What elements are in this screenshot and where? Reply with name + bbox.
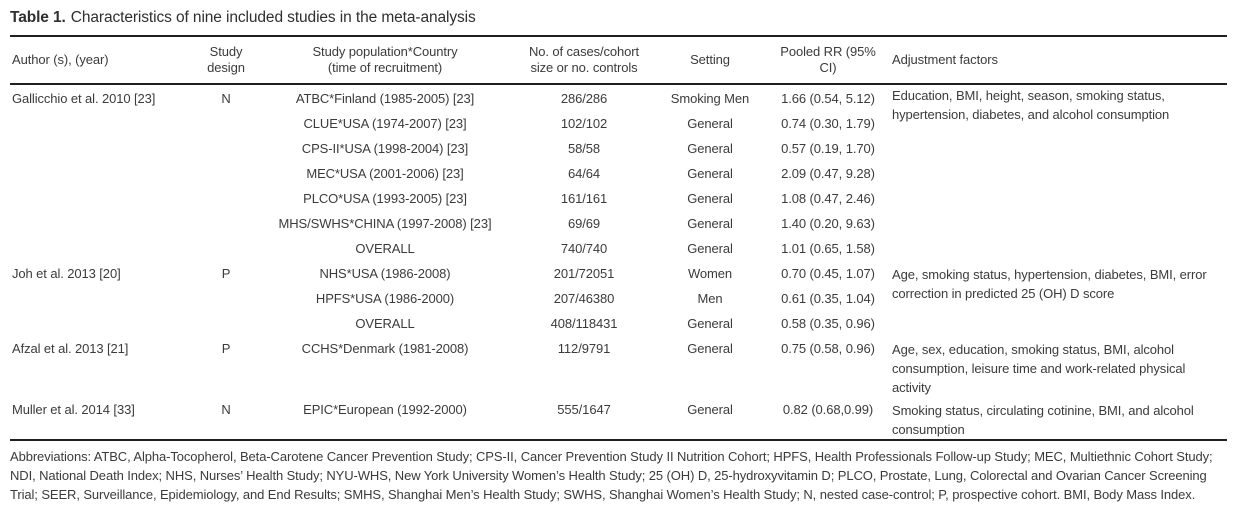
cell-rr: 0.57 (0.19, 1.70) (781, 141, 875, 156)
cell-adjustment: Education, BMI, height, season, smoking … (892, 88, 1170, 122)
cell-cases: 286/286 (560, 91, 608, 106)
column-header-author: Author (s), (year) (10, 36, 196, 85)
table-row: OVERALL 740/740 General 1.01 (0.65, 1.58) (10, 236, 1227, 261)
cell-cases: 201/72051 (553, 266, 615, 281)
cell-rr: 0.61 (0.35, 1.04) (781, 291, 875, 306)
cell-cases: 207/46380 (553, 291, 615, 306)
column-header-design: Study design (196, 36, 256, 85)
cell-rr: 1.66 (0.54, 5.12) (781, 91, 875, 106)
table-row: CLUE*USA (1974-2007) [23] 102/102 General 0… (10, 111, 1227, 136)
cell-cases: 112/9791 (557, 341, 611, 356)
table-title: Table 1. Characteristics of nine included… (10, 8, 1227, 28)
cell-rr: 0.74 (0.30, 1.79) (781, 116, 875, 131)
cell-adjustment: Age, sex, education, smoking status, BMI… (892, 342, 1186, 395)
cell-setting: General (687, 166, 733, 181)
cell-adjustment: Smoking status, circulating cotinine, BM… (890, 397, 1227, 441)
cell-rr: 1.40 (0.20, 9.63) (781, 216, 875, 231)
cell-cases: 58/58 (567, 141, 601, 156)
table-row: HPFS*USA (1986-2000) 207/46380 Men 0.61 (0.… (10, 286, 1227, 311)
table-row: Muller et al. 2014 [33] N EPIC*European (1… (10, 397, 1227, 441)
cell-author: Muller et al. 2014 [33] (10, 397, 196, 441)
cell-population: CPS-II*USA (1998-2004) [23] (301, 141, 469, 156)
table-row: Afzal et al. 2013 [21] P CCHS*Denmark (198… (10, 336, 1227, 397)
cell-design: N (196, 397, 256, 441)
cell-rr: 0.70 (0.45, 1.07) (781, 266, 875, 281)
cell-setting: General (687, 116, 733, 131)
cell-author: Gallicchio et al. 2010 [23] (12, 91, 156, 106)
table-caption: Characteristics of nine included studies… (70, 9, 476, 26)
table-row: PLCO*USA (1993-2005) [23] 161/161 General 1… (10, 186, 1227, 211)
cell-rr: 0.58 (0.35, 0.96) (781, 316, 875, 331)
cell-design: N (221, 91, 231, 106)
cell-design: P (221, 266, 231, 281)
table-row: MHS/SWHS*CHINA (1997-2008) [23] 69/69 Gene… (10, 211, 1227, 236)
cell-cases: 69/69 (567, 216, 601, 231)
cell-rr: 0.82 (0.68,0.99) (766, 397, 890, 441)
cell-cases: 102/102 (560, 116, 608, 131)
studies-table: Author (s), (year) Study design Study popu… (10, 35, 1227, 441)
header-row: Author (s), (year) Study design Study popu… (10, 36, 1227, 85)
column-header-rr: Pooled RR (95% CI) (766, 36, 890, 85)
cell-setting: General (654, 397, 766, 441)
cell-setting: General (687, 141, 733, 156)
table-row: CPS-II*USA (1998-2004) [23] 58/58 General 0… (10, 136, 1227, 161)
cell-setting: General (687, 241, 733, 256)
column-header-cases: No. of cases/cohort size or no. controls (514, 36, 654, 85)
cell-author: Afzal et al. 2013 [21] (12, 341, 129, 356)
cell-adjustment: Age, smoking status, hypertension, diabe… (892, 267, 1207, 301)
table-number: Table 1. (10, 9, 66, 26)
cell-population: CCHS*Denmark (1981-2008) (301, 341, 469, 356)
cell-rr: 0.75 (0.58, 0.96) (781, 341, 875, 356)
cell-cases: 408/118431 (550, 316, 618, 331)
cell-population: MHS/SWHS*CHINA (1997-2008) [23] (278, 216, 492, 231)
table-footnote: Abbreviations: ATBC, Alpha-Tocopherol, B… (10, 449, 1213, 502)
cell-design: P (221, 341, 231, 356)
cell-population: HPFS*USA (1986-2000) (315, 291, 455, 306)
table-header: Author (s), (year) Study design Study popu… (10, 36, 1227, 85)
cell-cases: 161/161 (560, 191, 608, 206)
column-header-adjustment: Adjustment factors (890, 36, 1227, 85)
cell-setting: Women (687, 266, 733, 281)
cell-setting: General (687, 316, 733, 331)
cell-population: OVERALL (355, 241, 415, 256)
cell-population: MEC*USA (2001-2006) [23] (306, 166, 464, 181)
cell-population: CLUE*USA (1974-2007) [23] (303, 116, 467, 131)
table-row: Joh et al. 2013 [20] P NHS*USA (1986-2008)… (10, 261, 1227, 301)
table-row: OVERALL 408/118431 General 0.58 (0.35, 0.96… (10, 311, 1227, 336)
cell-population: ATBC*Finland (1985-2005) [23] (295, 91, 475, 106)
table-row: Gallicchio et al. 2010 [23] N ATBC*Finland… (10, 84, 1227, 122)
cell-rr: 2.09 (0.47, 9.28) (781, 166, 875, 181)
cell-rr: 1.08 (0.47, 2.46) (781, 191, 875, 206)
cell-setting: General (687, 191, 733, 206)
cell-rr: 1.01 (0.65, 1.58) (781, 241, 875, 256)
cell-cases: 740/740 (560, 241, 608, 256)
cell-cases: 555/1647 (514, 397, 654, 441)
cell-population: OVERALL (355, 316, 415, 331)
column-header-setting: Setting (654, 36, 766, 85)
table-row: MEC*USA (2001-2006) [23] 64/64 General 2.09… (10, 161, 1227, 186)
cell-setting: Men (697, 291, 723, 306)
cell-setting: Smoking Men (670, 91, 750, 106)
table-body: Gallicchio et al. 2010 [23] N ATBC*Finland… (10, 84, 1227, 441)
cell-cases: 64/64 (567, 166, 601, 181)
column-header-population: Study population*Country (time of recrui… (256, 36, 514, 85)
cell-setting: General (687, 216, 733, 231)
cell-setting: General (687, 341, 733, 356)
cell-population: PLCO*USA (1993-2005) [23] (303, 191, 467, 206)
cell-population: NHS*USA (1986-2008) (319, 266, 451, 281)
cell-author: Joh et al. 2013 [20] (12, 266, 121, 281)
cell-population: EPIC*European (1992-2000) (256, 397, 514, 441)
